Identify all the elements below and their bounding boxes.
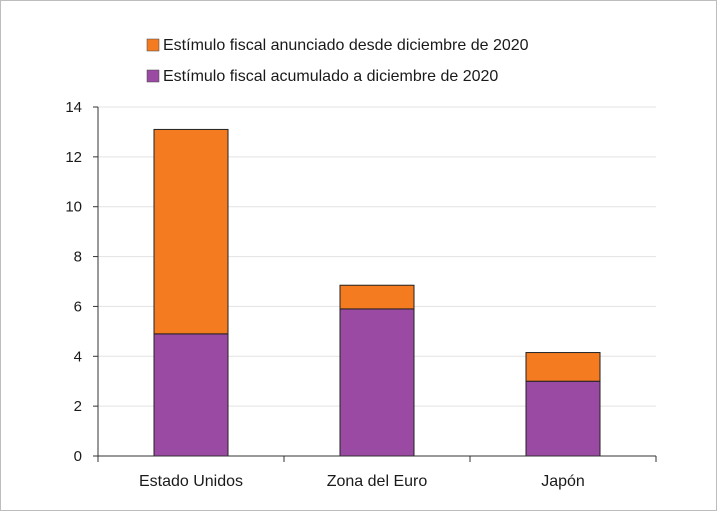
legend-swatch — [146, 69, 160, 83]
y-tick-label: 10 — [65, 199, 82, 216]
bars — [153, 128, 601, 457]
y-tick-label: 8 — [74, 249, 82, 266]
bar-segment-anunciado — [525, 352, 601, 382]
y-tick-label: 2 — [74, 398, 82, 415]
x-category-label: Estado Unidos — [139, 473, 243, 490]
x-category-label: Zona del Euro — [327, 473, 428, 490]
legend: Estímulo fiscal anunciado desde diciembr… — [146, 37, 529, 85]
y-tick-label: 4 — [74, 348, 82, 365]
legend-swatch — [146, 38, 160, 52]
x-category-label: Japón — [541, 473, 585, 490]
legend-label: Estímulo fiscal acumulado a diciembre de… — [163, 68, 498, 85]
bar-segment-acumulado — [339, 308, 415, 457]
y-tick-label: 0 — [74, 448, 82, 465]
legend-label: Estímulo fiscal anunciado desde diciembr… — [163, 37, 529, 54]
bar-segment-acumulado — [153, 333, 229, 457]
bar-segment-anunciado — [339, 284, 415, 310]
y-tick-label: 6 — [74, 298, 82, 315]
y-tick-label: 12 — [65, 149, 82, 166]
y-tick-label: 14 — [65, 99, 82, 116]
axes: 0 2 4 6 8 10 12 14 Estado Unidos Zona del Euro Jap… — [65, 99, 657, 490]
bar-segment-anunciado — [153, 128, 229, 335]
bar-segment-acumulado — [525, 380, 601, 457]
